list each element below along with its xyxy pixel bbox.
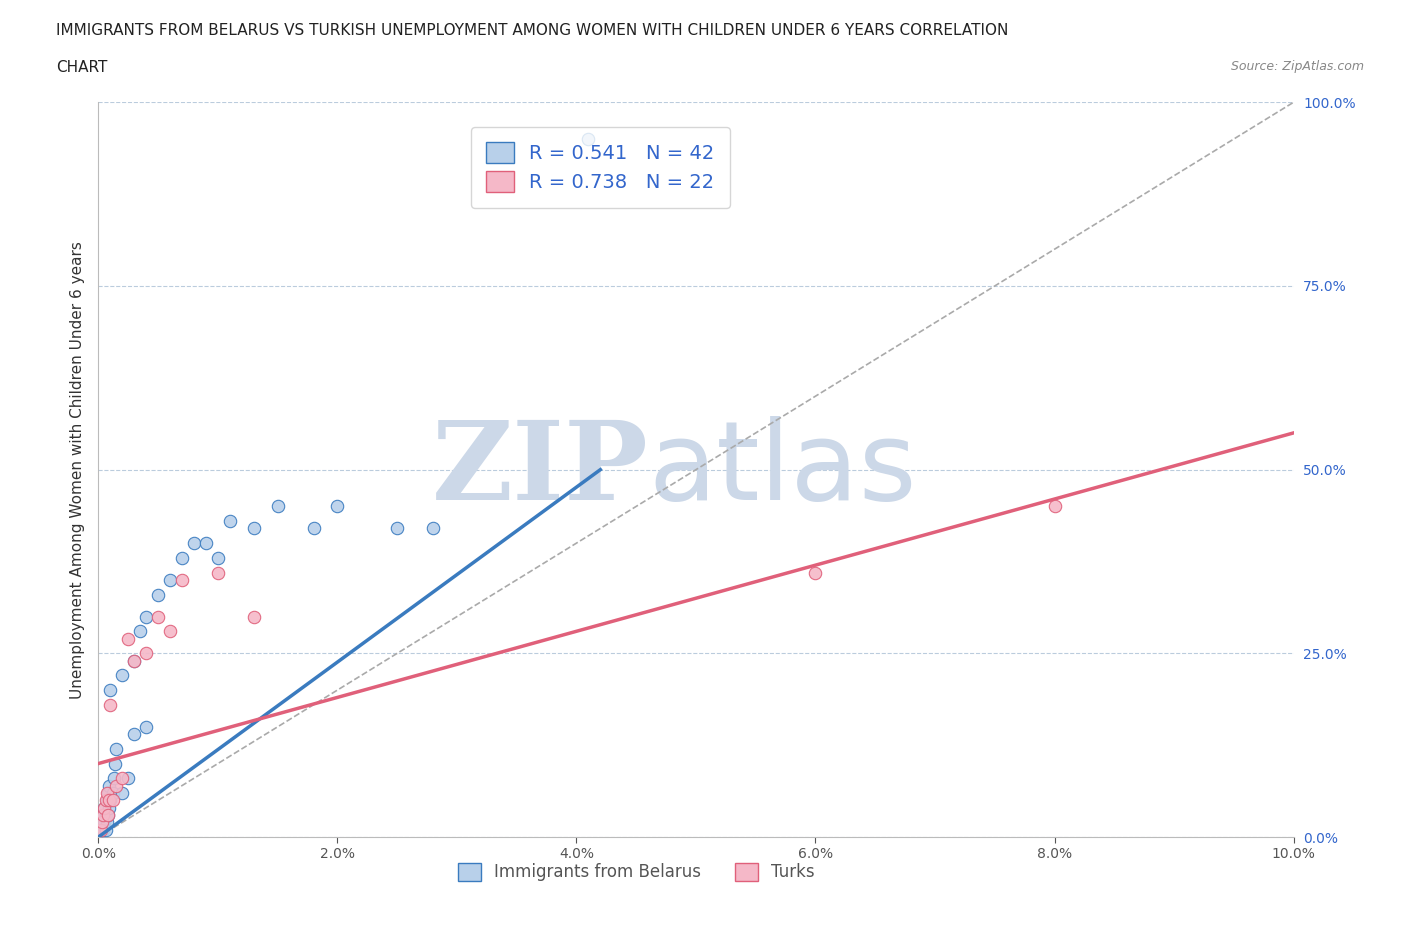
- Point: [94, 807, 117, 822]
- Point: [94, 792, 117, 807]
- Point: [111, 771, 134, 786]
- Point: [98, 698, 122, 712]
- Point: [207, 565, 229, 580]
- Point: [172, 573, 194, 588]
- Point: [804, 565, 827, 580]
- Point: [91, 807, 114, 822]
- Point: [117, 771, 139, 786]
- Point: [90, 822, 112, 837]
- Point: [135, 609, 157, 624]
- Point: [117, 631, 139, 646]
- Point: [98, 683, 122, 698]
- Point: [91, 815, 114, 830]
- Point: [219, 513, 242, 528]
- Point: [105, 741, 128, 756]
- Point: [105, 778, 128, 793]
- Point: [96, 815, 118, 830]
- Point: [94, 822, 117, 837]
- Point: [243, 521, 266, 536]
- Point: [98, 800, 121, 815]
- Point: [195, 536, 218, 551]
- Point: [183, 536, 205, 551]
- Point: [97, 807, 120, 822]
- Point: [91, 822, 114, 837]
- Text: IMMIGRANTS FROM BELARUS VS TURKISH UNEMPLOYMENT AMONG WOMEN WITH CHILDREN UNDER : IMMIGRANTS FROM BELARUS VS TURKISH UNEMP…: [56, 23, 1008, 38]
- Text: atlas: atlas: [648, 416, 917, 524]
- Point: [326, 498, 349, 513]
- Point: [111, 786, 134, 801]
- Point: [1043, 498, 1066, 513]
- Point: [96, 792, 118, 807]
- Point: [124, 653, 146, 668]
- Point: [101, 792, 124, 807]
- Point: [93, 800, 115, 815]
- Point: [267, 498, 290, 513]
- Legend: Immigrants from Belarus, Turks: Immigrants from Belarus, Turks: [444, 849, 828, 895]
- Text: Source: ZipAtlas.com: Source: ZipAtlas.com: [1230, 60, 1364, 73]
- Point: [135, 646, 157, 661]
- Point: [93, 815, 115, 830]
- Point: [578, 131, 600, 146]
- Point: [103, 771, 125, 786]
- Point: [172, 551, 194, 565]
- Point: [97, 786, 120, 801]
- Point: [90, 822, 112, 837]
- Point: [98, 792, 122, 807]
- Point: [135, 720, 157, 735]
- Point: [97, 807, 120, 822]
- Point: [159, 624, 181, 639]
- Point: [98, 792, 121, 807]
- Point: [243, 609, 266, 624]
- Point: [129, 624, 152, 639]
- Point: [385, 521, 409, 536]
- Point: [207, 551, 229, 565]
- Point: [124, 653, 146, 668]
- Point: [91, 807, 114, 822]
- Text: CHART: CHART: [56, 60, 108, 75]
- Point: [302, 521, 325, 536]
- Point: [111, 668, 134, 683]
- Point: [93, 800, 115, 815]
- Point: [124, 726, 146, 741]
- Point: [148, 587, 170, 602]
- Point: [101, 786, 124, 801]
- Point: [104, 756, 127, 771]
- Point: [159, 573, 181, 588]
- Point: [422, 521, 444, 536]
- Point: [148, 609, 170, 624]
- Y-axis label: Unemployment Among Women with Children Under 6 years: Unemployment Among Women with Children U…: [69, 241, 84, 698]
- Point: [96, 786, 118, 801]
- Point: [98, 778, 121, 793]
- Point: [91, 815, 114, 830]
- Text: ZIP: ZIP: [432, 416, 648, 524]
